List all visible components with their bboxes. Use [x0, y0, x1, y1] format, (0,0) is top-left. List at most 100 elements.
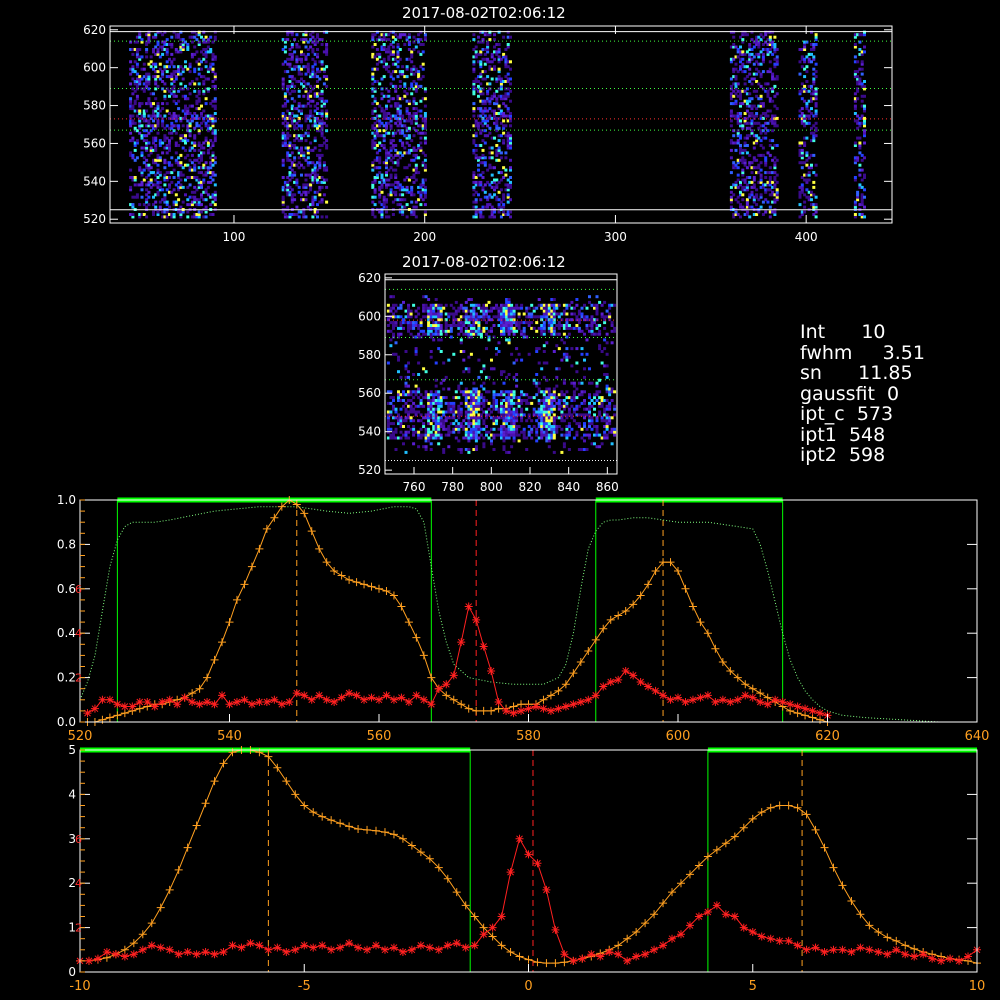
heatmap-cell	[442, 425, 446, 428]
heatmap-cell	[193, 70, 197, 74]
heatmap-cell	[290, 89, 294, 93]
heatmap-cell	[386, 430, 390, 434]
heatmap-cell	[129, 151, 133, 155]
heatmap-cell	[748, 193, 752, 197]
heatmap-cell	[389, 82, 393, 86]
heatmap-cell	[373, 146, 377, 150]
heatmap-cell	[179, 171, 183, 175]
heatmap-cell	[389, 396, 393, 400]
heatmap-cell	[775, 62, 779, 66]
heatmap-cell	[863, 109, 866, 113]
heatmap-cell	[472, 306, 476, 310]
heatmap-cell	[371, 180, 375, 184]
heatmap-cell	[750, 180, 754, 184]
heatmap-cell	[479, 99, 483, 103]
heatmap-cell	[482, 396, 486, 400]
heatmap-cell	[165, 60, 169, 64]
heatmap-cell	[407, 163, 411, 167]
heatmap-cell	[179, 30, 183, 34]
heatmap-cell	[487, 315, 491, 319]
heatmap-cell	[858, 121, 862, 125]
heatmap-cell	[177, 114, 181, 118]
heatmap-cell	[775, 57, 779, 61]
heatmap-cell	[750, 190, 754, 194]
heatmap-cell	[555, 375, 559, 379]
heatmap-cell	[407, 99, 411, 103]
heatmap-cell	[311, 50, 315, 54]
heatmap-cell	[387, 99, 391, 103]
heatmap-cell	[316, 52, 319, 56]
heatmap-cell	[474, 200, 478, 204]
heatmap-cell	[407, 303, 410, 307]
heatmap-cell	[168, 205, 171, 209]
heatmap-cell	[732, 183, 736, 187]
heatmap-cell	[190, 114, 194, 118]
heatmap-cell	[497, 407, 501, 411]
heatmap-cell	[764, 171, 768, 175]
heatmap-cell	[481, 185, 485, 189]
heatmap-cell	[412, 102, 416, 106]
heatmap-cell	[200, 195, 203, 199]
heatmap-cell	[759, 195, 763, 199]
heatmap-cell	[748, 43, 752, 46]
heatmap-cell	[304, 158, 308, 162]
heatmap-cell	[391, 161, 395, 165]
heatmap-cell	[397, 393, 400, 397]
heatmap-cell	[197, 148, 201, 152]
heatmap-cell	[401, 124, 405, 128]
heatmap-cell	[206, 171, 210, 175]
heatmap-cell	[313, 168, 317, 172]
heatmap-cell	[419, 203, 423, 207]
heatmap-cell	[410, 158, 414, 162]
heatmap-cell	[200, 50, 203, 54]
heatmap-cell	[550, 321, 554, 325]
heatmap-cell	[293, 114, 297, 118]
heatmap-cell	[396, 119, 400, 123]
heatmap-cell	[304, 57, 308, 61]
heatmap-cell	[309, 45, 313, 49]
heatmap-cell	[555, 416, 559, 420]
heatmap-cell	[542, 312, 546, 316]
heatmap-cell	[485, 321, 488, 325]
heatmap-cell	[736, 134, 740, 138]
heatmap-cell	[281, 163, 285, 167]
heatmap-cell	[497, 309, 501, 313]
heatmap-cell	[293, 89, 297, 93]
heatmap-cell	[745, 104, 749, 108]
heatmap-cell	[552, 303, 556, 307]
heatmap-cell	[172, 114, 176, 118]
heatmap-cell	[761, 183, 765, 187]
heatmap-cell	[407, 436, 410, 440]
heatmap-cell	[373, 131, 377, 135]
heatmap-cell	[311, 65, 315, 69]
heatmap-cell	[197, 33, 201, 37]
heatmap-cell	[154, 161, 158, 165]
heatmap-cell	[500, 329, 503, 333]
heatmap-cell	[373, 67, 377, 71]
heatmap-cell	[858, 144, 862, 147]
heatmap-cell	[853, 156, 857, 160]
heatmap-cell	[378, 38, 382, 42]
heatmap-cell	[495, 148, 499, 152]
heatmap-cell	[522, 312, 526, 316]
heatmap-cell	[734, 55, 738, 59]
heatmap-cell	[378, 195, 382, 199]
heatmap-cell	[188, 203, 192, 207]
heatmap-cell	[449, 324, 453, 327]
heatmap-cell	[206, 193, 210, 197]
heatmap-cell	[409, 321, 413, 325]
heatmap-cell	[414, 352, 418, 356]
heatmap-cell	[565, 312, 569, 316]
heatmap-cell	[147, 62, 151, 66]
heatmap-cell	[325, 178, 329, 182]
heatmap-cell	[179, 139, 183, 143]
heatmap-cell	[286, 151, 290, 155]
heatmap-cell	[394, 161, 398, 165]
heatmap-cell	[149, 92, 153, 96]
heatmap-cell	[500, 303, 503, 307]
heatmap-cell	[195, 114, 199, 118]
heatmap-cell	[135, 80, 139, 83]
heatmap-cell	[474, 55, 478, 59]
heatmap-cell	[562, 378, 566, 382]
heatmap-cell	[736, 55, 740, 59]
